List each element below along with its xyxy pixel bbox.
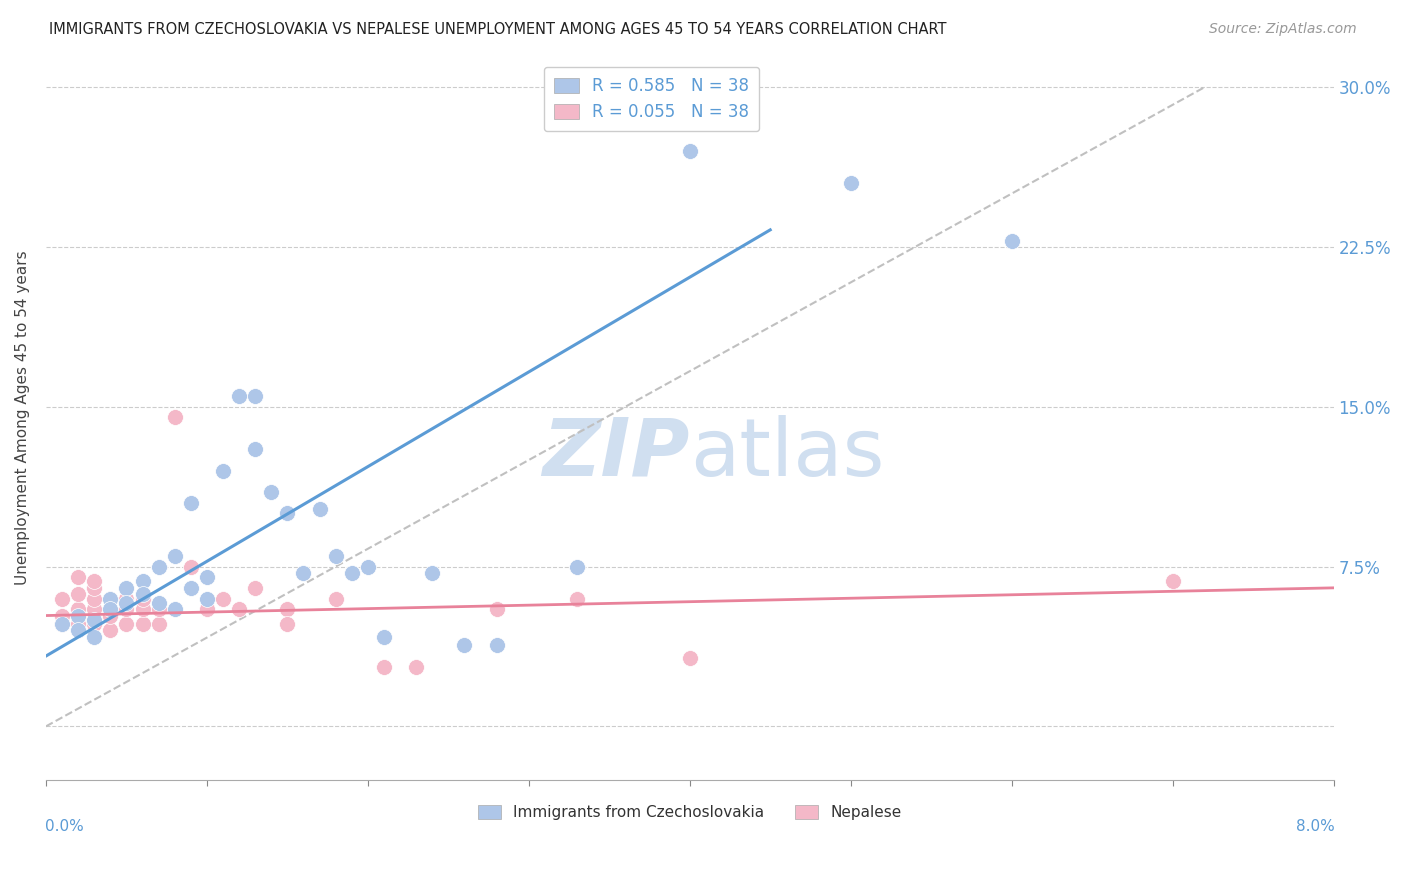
Point bbox=[67, 570, 90, 584]
Point bbox=[148, 559, 170, 574]
Point bbox=[245, 581, 267, 595]
Point bbox=[565, 591, 588, 606]
Point bbox=[67, 624, 90, 638]
Point bbox=[83, 613, 105, 627]
Point bbox=[276, 506, 298, 520]
Point bbox=[1001, 234, 1024, 248]
Point bbox=[679, 651, 702, 665]
Point bbox=[212, 591, 235, 606]
Point bbox=[340, 566, 363, 580]
Legend: R = 0.585   N = 38, R = 0.055   N = 38: R = 0.585 N = 38, R = 0.055 N = 38 bbox=[544, 67, 759, 131]
Point bbox=[83, 574, 105, 589]
Text: 8.0%: 8.0% bbox=[1296, 820, 1334, 835]
Point bbox=[839, 176, 862, 190]
Point bbox=[276, 617, 298, 632]
Point bbox=[453, 639, 475, 653]
Point bbox=[565, 559, 588, 574]
Text: ZIP: ZIP bbox=[543, 415, 690, 492]
Point bbox=[83, 581, 105, 595]
Point bbox=[148, 617, 170, 632]
Point bbox=[131, 587, 153, 601]
Point bbox=[679, 144, 702, 158]
Point bbox=[180, 495, 202, 509]
Point bbox=[98, 602, 121, 616]
Point bbox=[228, 389, 250, 403]
Point bbox=[67, 617, 90, 632]
Y-axis label: Unemployment Among Ages 45 to 54 years: Unemployment Among Ages 45 to 54 years bbox=[15, 250, 30, 584]
Point bbox=[83, 630, 105, 644]
Point bbox=[51, 617, 73, 632]
Point bbox=[180, 581, 202, 595]
Point bbox=[115, 596, 138, 610]
Point bbox=[131, 602, 153, 616]
Point bbox=[83, 602, 105, 616]
Point bbox=[180, 559, 202, 574]
Point bbox=[83, 617, 105, 632]
Point bbox=[373, 659, 395, 673]
Point bbox=[420, 566, 443, 580]
Point bbox=[115, 591, 138, 606]
Text: atlas: atlas bbox=[690, 415, 884, 492]
Point bbox=[148, 602, 170, 616]
Point bbox=[131, 574, 153, 589]
Point bbox=[163, 410, 186, 425]
Point bbox=[308, 502, 330, 516]
Point bbox=[67, 602, 90, 616]
Point bbox=[357, 559, 380, 574]
Point bbox=[245, 389, 267, 403]
Point bbox=[405, 659, 427, 673]
Point bbox=[325, 591, 347, 606]
Point bbox=[67, 608, 90, 623]
Point bbox=[131, 591, 153, 606]
Point bbox=[115, 602, 138, 616]
Point bbox=[115, 617, 138, 632]
Text: 0.0%: 0.0% bbox=[45, 820, 83, 835]
Point bbox=[51, 608, 73, 623]
Point bbox=[98, 624, 121, 638]
Point bbox=[163, 549, 186, 563]
Point bbox=[115, 581, 138, 595]
Point bbox=[148, 596, 170, 610]
Point bbox=[131, 617, 153, 632]
Point bbox=[195, 591, 218, 606]
Point bbox=[1161, 574, 1184, 589]
Point bbox=[245, 442, 267, 457]
Point bbox=[67, 587, 90, 601]
Point bbox=[212, 464, 235, 478]
Point bbox=[260, 485, 283, 500]
Point bbox=[195, 602, 218, 616]
Text: Source: ZipAtlas.com: Source: ZipAtlas.com bbox=[1209, 22, 1357, 37]
Point bbox=[485, 639, 508, 653]
Text: IMMIGRANTS FROM CZECHOSLOVAKIA VS NEPALESE UNEMPLOYMENT AMONG AGES 45 TO 54 YEAR: IMMIGRANTS FROM CZECHOSLOVAKIA VS NEPALE… bbox=[49, 22, 946, 37]
Point bbox=[51, 591, 73, 606]
Point bbox=[195, 570, 218, 584]
Point bbox=[98, 608, 121, 623]
Point bbox=[373, 630, 395, 644]
Point bbox=[276, 602, 298, 616]
Point bbox=[485, 602, 508, 616]
Point bbox=[98, 591, 121, 606]
Point bbox=[98, 591, 121, 606]
Point bbox=[325, 549, 347, 563]
Point bbox=[292, 566, 315, 580]
Point bbox=[163, 602, 186, 616]
Point bbox=[51, 617, 73, 632]
Point bbox=[83, 591, 105, 606]
Point bbox=[228, 602, 250, 616]
